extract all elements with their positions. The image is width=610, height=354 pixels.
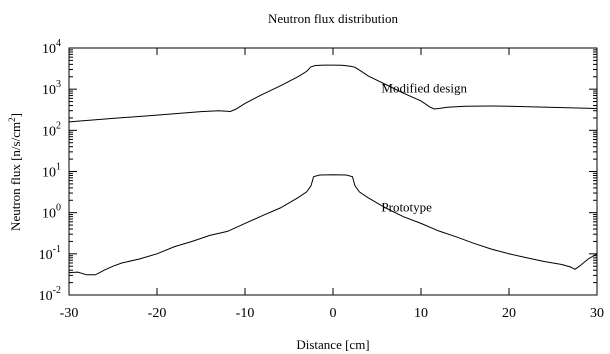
x-tick-label: -10 [236,306,255,321]
x-axis-label: Distance [cm] [296,337,369,352]
y-tick-label: 10-1 [39,244,61,263]
chart-title: Neutron flux distribution [268,11,398,26]
annotations: Modified design Prototype [381,80,467,214]
plot-frame [68,47,598,296]
series-line-1 [68,64,598,123]
y-tick-exp: 0 [56,203,61,214]
y-tick-label: 102 [42,120,61,139]
x-tick-label: 30 [590,306,604,321]
x-tick-label: 10 [414,306,428,321]
y-tick-label: 101 [42,162,61,181]
y-tick-exp: -2 [53,285,61,296]
y-tick-base: 10 [42,42,56,57]
annotation-label: Prototype [381,200,432,215]
y-tick-base: 10 [42,83,56,98]
y-tick-exp: 3 [56,79,61,90]
series-line-2 [68,174,598,276]
y-tick-base: 10 [42,124,56,139]
y-tick-label: 100 [42,203,61,222]
x-tick-label: 0 [330,306,337,321]
y-tick-label: 10-2 [39,285,61,304]
x-tick-label: 20 [502,306,516,321]
y-axis-label-sup: 2 [7,117,17,122]
y-axis-label: Neutron flux [n/s/cm2] [7,113,23,231]
y-tick-base: 10 [39,248,53,263]
x-tick-label: -20 [148,306,167,321]
y-tick-base: 10 [42,207,56,222]
y-tick-exp: 2 [56,120,61,131]
x-axis-ticks: -30 -20 -10 0 10 20 30 [60,48,604,321]
y-axis-label-main: Neutron flux [n/s/cm [8,122,23,231]
y-tick-base: 10 [42,166,56,181]
y-tick-exp: 4 [56,38,61,49]
y-tick-exp: 1 [56,162,61,173]
annotation-label: Modified design [381,80,467,95]
x-tick-label: -30 [60,306,79,321]
y-tick-label: 104 [42,38,61,57]
series-lines [68,64,598,276]
y-tick-exp: -1 [53,244,61,255]
y-tick-base: 10 [39,289,53,304]
y-axis-label-close: ] [8,113,23,117]
y-tick-label: 103 [42,79,61,98]
